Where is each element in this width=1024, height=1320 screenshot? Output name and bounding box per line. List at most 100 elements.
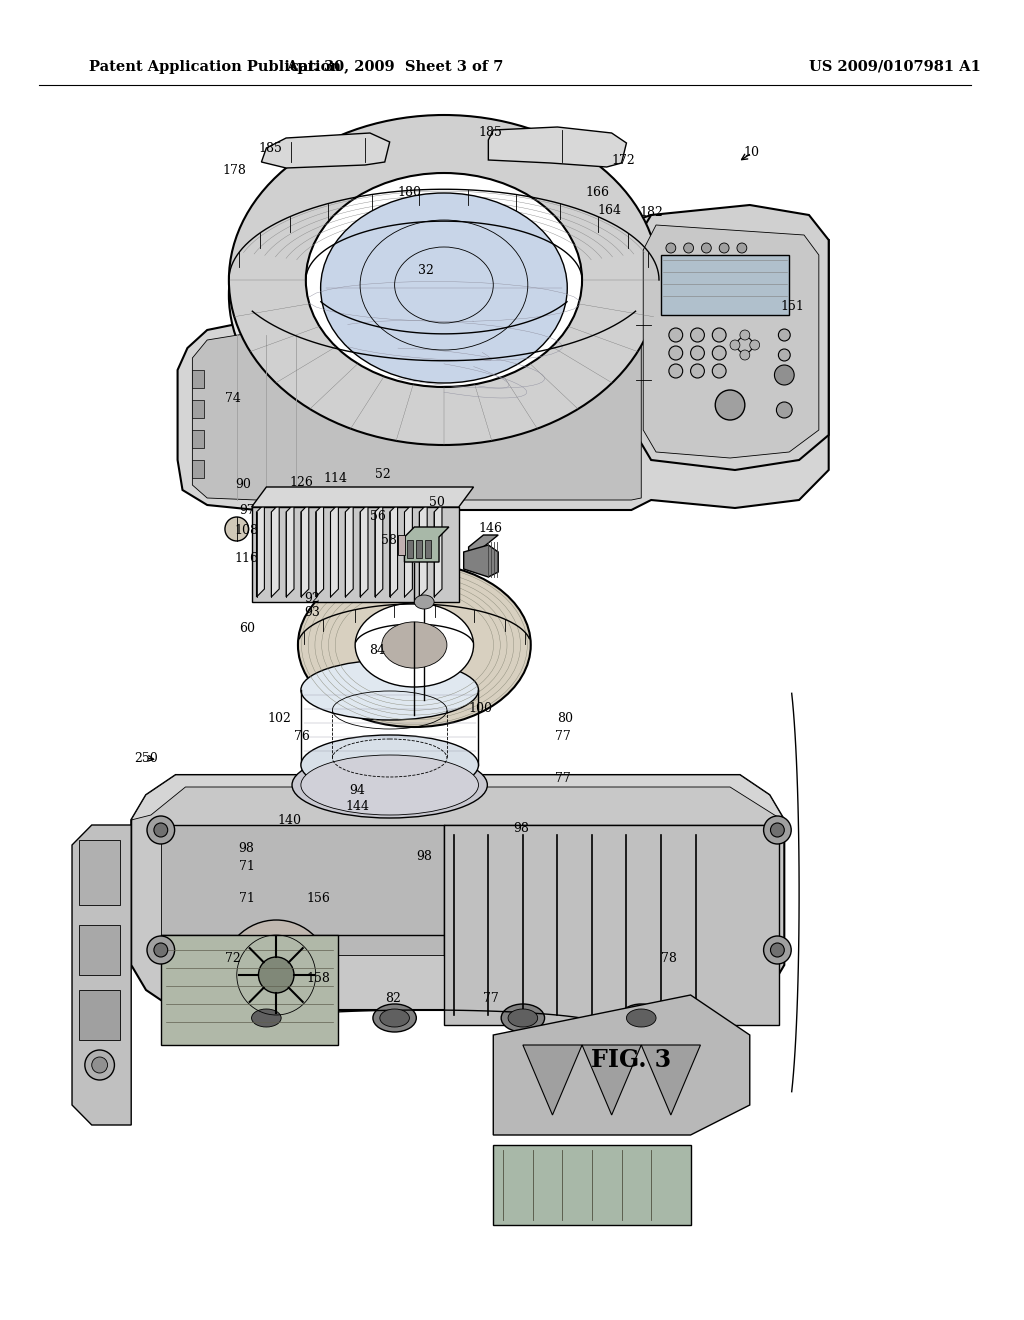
Text: Patent Application Publication: Patent Application Publication — [89, 59, 341, 74]
Ellipse shape — [301, 755, 478, 814]
Text: 166: 166 — [586, 186, 610, 199]
Ellipse shape — [252, 1008, 282, 1027]
Polygon shape — [375, 504, 383, 597]
Text: 32: 32 — [418, 264, 434, 276]
Polygon shape — [261, 133, 390, 168]
Ellipse shape — [620, 1005, 663, 1032]
Text: 185: 185 — [258, 141, 283, 154]
Text: 56: 56 — [370, 511, 386, 524]
Text: 185: 185 — [478, 127, 502, 140]
Polygon shape — [360, 504, 368, 597]
Circle shape — [258, 957, 294, 993]
Text: 158: 158 — [307, 972, 331, 985]
Ellipse shape — [415, 595, 434, 609]
Bar — [425, 540, 431, 558]
Circle shape — [222, 920, 331, 1030]
Circle shape — [713, 327, 726, 342]
Text: 58: 58 — [381, 533, 396, 546]
Ellipse shape — [229, 129, 659, 459]
Polygon shape — [252, 507, 459, 602]
Polygon shape — [404, 527, 449, 562]
Polygon shape — [390, 504, 397, 597]
Text: 114: 114 — [324, 473, 347, 486]
Text: 126: 126 — [289, 475, 313, 488]
Circle shape — [776, 403, 793, 418]
Ellipse shape — [380, 1008, 410, 1027]
Bar — [79, 925, 121, 975]
Text: 116: 116 — [234, 552, 259, 565]
Polygon shape — [131, 775, 784, 1010]
Ellipse shape — [321, 193, 567, 383]
Polygon shape — [72, 825, 131, 1125]
Polygon shape — [271, 504, 280, 597]
Text: 140: 140 — [278, 813, 301, 826]
Circle shape — [147, 816, 175, 843]
Circle shape — [666, 243, 676, 253]
Circle shape — [740, 330, 750, 341]
Text: 52: 52 — [375, 467, 390, 480]
Polygon shape — [286, 504, 294, 597]
Bar — [408, 540, 414, 558]
Text: 10: 10 — [743, 147, 760, 160]
Circle shape — [778, 329, 791, 341]
Text: 250: 250 — [134, 751, 158, 764]
Ellipse shape — [508, 1008, 538, 1027]
Text: 108: 108 — [234, 524, 259, 536]
Circle shape — [92, 1057, 108, 1073]
Bar — [193, 370, 204, 388]
Circle shape — [740, 350, 750, 360]
Text: 77: 77 — [555, 771, 571, 784]
Ellipse shape — [292, 752, 487, 818]
Text: 172: 172 — [611, 153, 635, 166]
Text: 72: 72 — [225, 952, 241, 965]
Text: 178: 178 — [223, 164, 247, 177]
Ellipse shape — [373, 1005, 417, 1032]
Text: 182: 182 — [639, 206, 664, 219]
Text: 82: 82 — [385, 991, 400, 1005]
Bar — [397, 535, 406, 554]
Circle shape — [154, 942, 168, 957]
Bar — [193, 459, 204, 478]
Polygon shape — [331, 504, 338, 597]
Text: 71: 71 — [239, 891, 255, 904]
Polygon shape — [464, 545, 499, 577]
Text: 77: 77 — [555, 730, 571, 742]
Circle shape — [770, 822, 784, 837]
Text: 80: 80 — [557, 711, 573, 725]
Polygon shape — [301, 504, 309, 597]
Text: 97: 97 — [239, 503, 255, 516]
Text: 60: 60 — [239, 622, 255, 635]
Bar — [660, 255, 790, 315]
Text: 100: 100 — [468, 701, 493, 714]
Ellipse shape — [298, 564, 530, 727]
Polygon shape — [643, 224, 819, 458]
Text: 102: 102 — [267, 711, 291, 725]
Text: 84: 84 — [369, 644, 385, 656]
Polygon shape — [404, 504, 413, 597]
Text: 71: 71 — [239, 859, 255, 873]
Circle shape — [730, 341, 740, 350]
Text: 151: 151 — [780, 301, 804, 314]
Circle shape — [750, 341, 760, 350]
Circle shape — [690, 364, 705, 378]
Polygon shape — [345, 504, 353, 597]
Text: 77: 77 — [483, 991, 499, 1005]
Circle shape — [669, 346, 683, 360]
Ellipse shape — [355, 603, 473, 686]
Text: 98: 98 — [239, 842, 255, 854]
Polygon shape — [193, 333, 641, 500]
Ellipse shape — [501, 1005, 545, 1032]
Polygon shape — [488, 127, 627, 168]
Text: 98: 98 — [417, 850, 432, 862]
Polygon shape — [161, 825, 774, 954]
Ellipse shape — [306, 173, 582, 387]
Circle shape — [684, 243, 693, 253]
Circle shape — [774, 366, 795, 385]
Text: 74: 74 — [225, 392, 241, 404]
Bar — [193, 430, 204, 447]
Text: 94: 94 — [349, 784, 366, 797]
Bar — [79, 840, 121, 906]
Text: 146: 146 — [478, 521, 503, 535]
Circle shape — [690, 327, 705, 342]
Ellipse shape — [245, 1005, 288, 1032]
